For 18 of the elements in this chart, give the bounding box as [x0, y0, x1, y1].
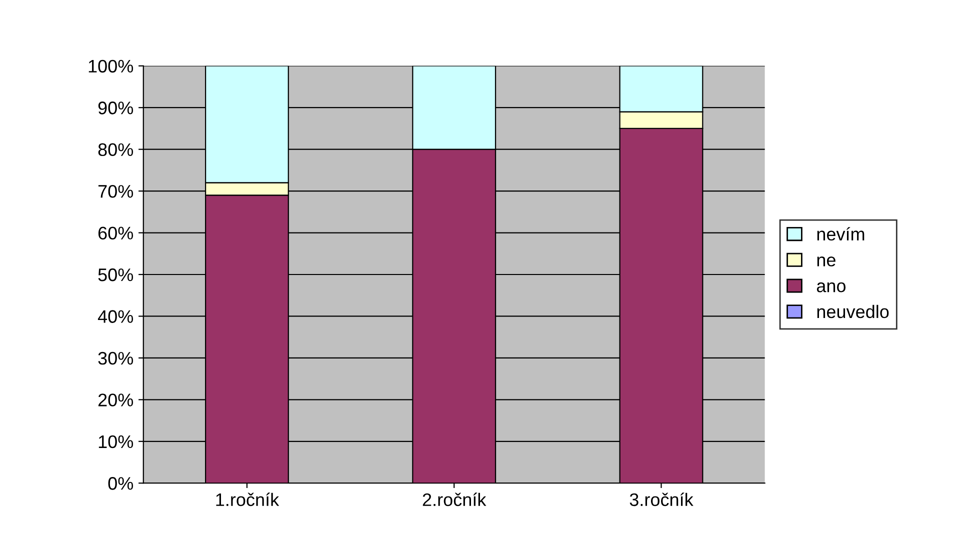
y-tick-label: 20%: [98, 394, 134, 406]
y-tick-label: 70%: [98, 184, 134, 198]
x-tick-label: 3.ročník: [630, 492, 694, 506]
y-tick-label: 0%: [108, 477, 134, 490]
legend-label: ano: [816, 282, 846, 292]
y-tick-label: 30%: [98, 352, 134, 365]
y-tick-label: 60%: [98, 226, 134, 240]
y-tick-label: 80%: [98, 143, 134, 156]
y-tick-label: 50%: [98, 268, 134, 282]
y-tick-label: 100%: [88, 60, 134, 73]
y-tick-label: 40%: [98, 310, 134, 323]
legend-label: ne: [817, 256, 836, 266]
y-tick-label: 10%: [98, 435, 134, 448]
legend-label: neuvedlo: [817, 304, 889, 318]
x-tick-label: 1.ročník: [216, 492, 280, 506]
legend-label: nevím: [817, 227, 864, 241]
x-tick-label: 2.ročník: [422, 492, 486, 506]
y-tick-label: 90%: [98, 102, 134, 114]
